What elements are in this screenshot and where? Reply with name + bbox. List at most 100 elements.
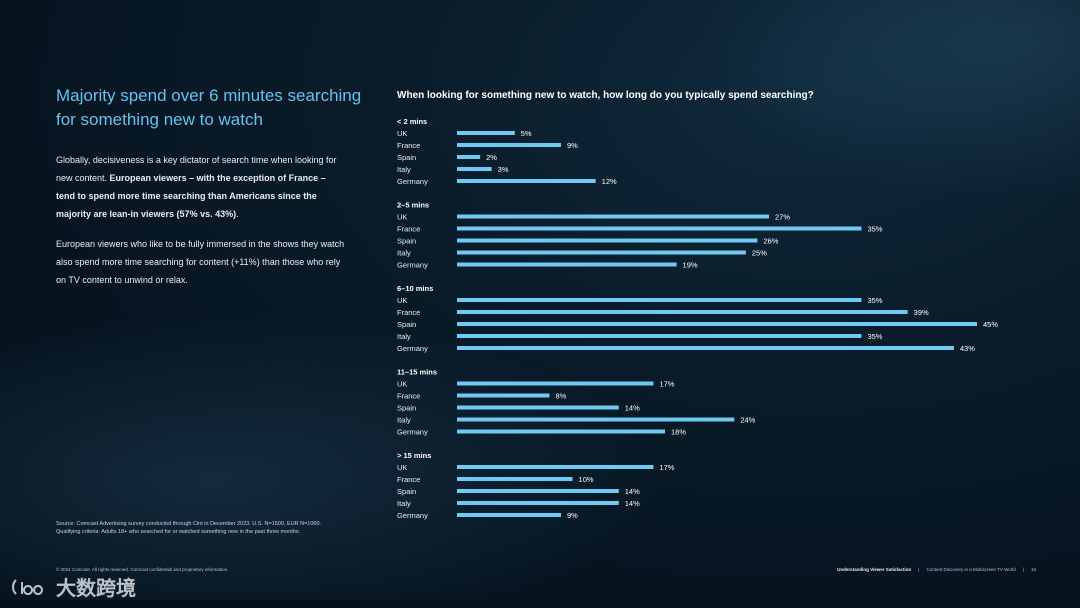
bar xyxy=(457,143,561,147)
value-label: 35% xyxy=(867,332,882,341)
chart-title: When looking for something new to watch,… xyxy=(397,90,814,101)
category-label: Italy xyxy=(397,499,411,508)
value-label: 3% xyxy=(498,165,509,174)
group-label: < 2 mins xyxy=(397,117,427,126)
watermark-text: 大数跨境 xyxy=(56,578,136,600)
bar xyxy=(457,155,481,159)
category-label: Spain xyxy=(397,320,416,329)
value-label: 9% xyxy=(567,511,578,520)
value-label: 25% xyxy=(752,249,767,258)
group-label: 2–5 mins xyxy=(397,201,429,210)
value-label: 43% xyxy=(960,344,975,353)
value-label: 18% xyxy=(671,428,686,437)
group-label: 6–10 mins xyxy=(397,284,433,293)
value-label: 12% xyxy=(602,177,617,186)
group-label: 11–15 mins xyxy=(397,368,437,377)
category-label: UK xyxy=(397,129,407,138)
bar xyxy=(457,429,665,434)
category-label: Germany xyxy=(397,511,428,520)
value-label: 14% xyxy=(625,404,640,413)
bar xyxy=(457,322,977,326)
bar xyxy=(457,250,746,255)
value-label: 45% xyxy=(983,320,998,329)
category-label: Spain xyxy=(397,153,416,162)
value-label: 17% xyxy=(659,380,674,389)
paragraph-1-end: . xyxy=(236,209,239,219)
value-label: 24% xyxy=(740,416,755,425)
category-label: Germany xyxy=(397,428,428,437)
source-note: Source: Comcast Advertising survey condu… xyxy=(56,520,356,536)
bar xyxy=(457,167,492,171)
value-label: 8% xyxy=(555,392,566,401)
bar xyxy=(457,465,654,469)
page-title: Majority spend over 6 minutes searching … xyxy=(56,86,362,129)
source-line-2: Qualifying criteria: Adults 18+ who sear… xyxy=(56,529,301,535)
value-label: 14% xyxy=(625,487,640,496)
bar xyxy=(457,214,769,219)
category-label: UK xyxy=(397,380,407,389)
bar xyxy=(457,489,619,493)
copyright: © 2024 Comcast. All rights reserved. Com… xyxy=(56,567,229,572)
source-line-1: Source: Comcast Advertising survey condu… xyxy=(56,521,322,527)
value-label: 17% xyxy=(659,463,674,472)
bar xyxy=(457,477,573,481)
value-label: 19% xyxy=(683,261,698,270)
paragraph-1-bold: European viewers – with the exception of… xyxy=(56,173,326,219)
category-label: UK xyxy=(397,463,407,472)
value-label: 35% xyxy=(867,225,882,234)
category-label: Italy xyxy=(397,249,411,258)
category-label: Germany xyxy=(397,177,428,186)
value-label: 9% xyxy=(567,141,578,150)
bar xyxy=(457,393,550,398)
bar xyxy=(457,131,515,135)
bar xyxy=(457,226,862,231)
bar xyxy=(457,179,596,183)
footer-report-title: Understanding Viewer Satisfaction xyxy=(837,567,912,572)
paragraph-2: European viewers who like to be fully im… xyxy=(56,239,345,285)
category-label: Italy xyxy=(397,165,411,174)
value-label: 35% xyxy=(867,296,882,305)
bar xyxy=(457,262,677,267)
bar xyxy=(457,334,862,338)
footer-divider-2: | xyxy=(1022,567,1024,572)
category-label: Spain xyxy=(397,237,416,246)
watermark: 大数跨境 xyxy=(10,572,136,601)
bar xyxy=(457,513,561,517)
category-label: France xyxy=(397,225,420,234)
paragraph-1-intro: Globally, decisiveness is a key dictator… xyxy=(56,155,337,183)
category-label: France xyxy=(397,475,420,484)
category-label: Spain xyxy=(397,487,416,496)
value-label: 10% xyxy=(579,475,594,484)
bar xyxy=(457,405,619,410)
footer: Understanding Viewer Satisfaction | Cont… xyxy=(837,567,1036,572)
page-number: 16 xyxy=(1030,567,1036,572)
value-label: 26% xyxy=(763,237,778,246)
bar xyxy=(457,310,908,314)
category-label: France xyxy=(397,392,420,401)
paragraph-1: Globally, decisiveness is a key dictator… xyxy=(56,151,346,223)
value-label: 14% xyxy=(625,499,640,508)
footer-subtitle: Content Discovery in a Multiscreen TV Wo… xyxy=(926,567,1016,572)
background-glow-top xyxy=(700,0,1080,200)
group-label: > 15 mins xyxy=(397,451,431,460)
category-label: UK xyxy=(397,296,407,305)
category-label: France xyxy=(397,308,420,317)
category-label: Italy xyxy=(397,416,411,425)
value-label: 27% xyxy=(775,213,790,222)
value-label: 2% xyxy=(486,153,497,162)
category-label: Germany xyxy=(397,261,428,270)
bar xyxy=(457,501,619,505)
bar xyxy=(457,417,735,422)
category-label: Italy xyxy=(397,332,411,341)
category-label: France xyxy=(397,141,420,150)
watermark-logo-icon xyxy=(12,578,43,595)
footer-divider: | xyxy=(918,567,920,572)
value-label: 39% xyxy=(914,308,929,317)
bar xyxy=(457,346,954,350)
bar xyxy=(457,238,758,243)
category-label: Germany xyxy=(397,344,428,353)
bar xyxy=(457,381,654,386)
category-label: Spain xyxy=(397,404,416,413)
value-label: 5% xyxy=(521,129,532,138)
